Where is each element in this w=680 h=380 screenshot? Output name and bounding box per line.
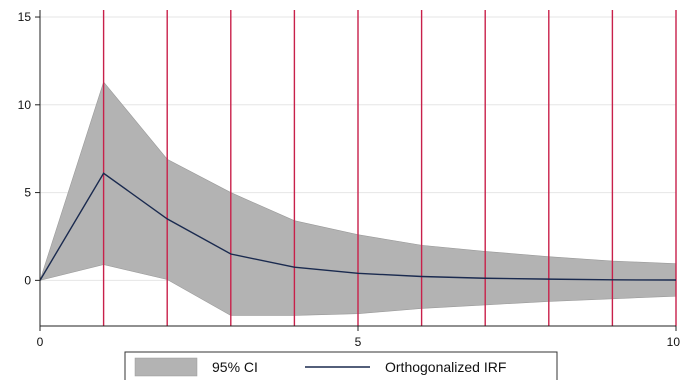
legend-ci-swatch <box>134 357 198 377</box>
y-tick-label-0: 0 <box>24 273 31 287</box>
y-tick-label-10: 10 <box>18 98 32 112</box>
legend: 95% CI Orthogonalized IRF <box>124 351 558 380</box>
x-tick-label-5: 5 <box>355 335 362 349</box>
legend-irf-label: Orthogonalized IRF <box>385 359 506 375</box>
irf-line-layer <box>39 172 677 281</box>
x-tick-label-0: 0 <box>37 335 44 349</box>
legend-ci-label: 95% CI <box>212 359 258 375</box>
x-tick-label-10: 10 <box>667 335 680 349</box>
irf-line <box>39 172 677 281</box>
y-tick-label-5: 5 <box>24 186 31 200</box>
y-tick-label-15: 15 <box>18 10 32 24</box>
axes: 0 5 10 15 0 5 10 <box>18 10 680 349</box>
